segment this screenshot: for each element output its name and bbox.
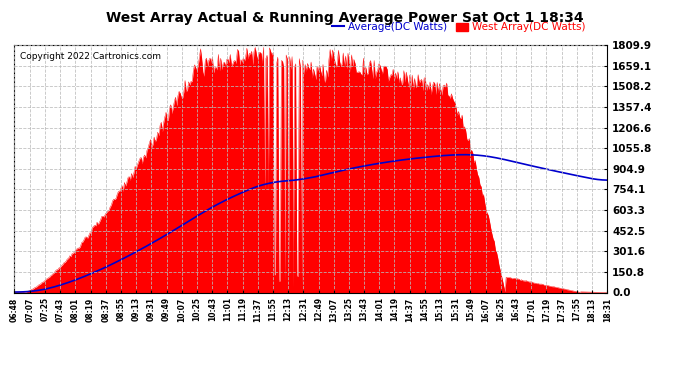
Text: West Array Actual & Running Average Power Sat Oct 1 18:34: West Array Actual & Running Average Powe…	[106, 11, 584, 25]
Legend: Average(DC Watts), West Array(DC Watts): Average(DC Watts), West Array(DC Watts)	[328, 18, 590, 36]
Text: Copyright 2022 Cartronics.com: Copyright 2022 Cartronics.com	[20, 53, 161, 62]
